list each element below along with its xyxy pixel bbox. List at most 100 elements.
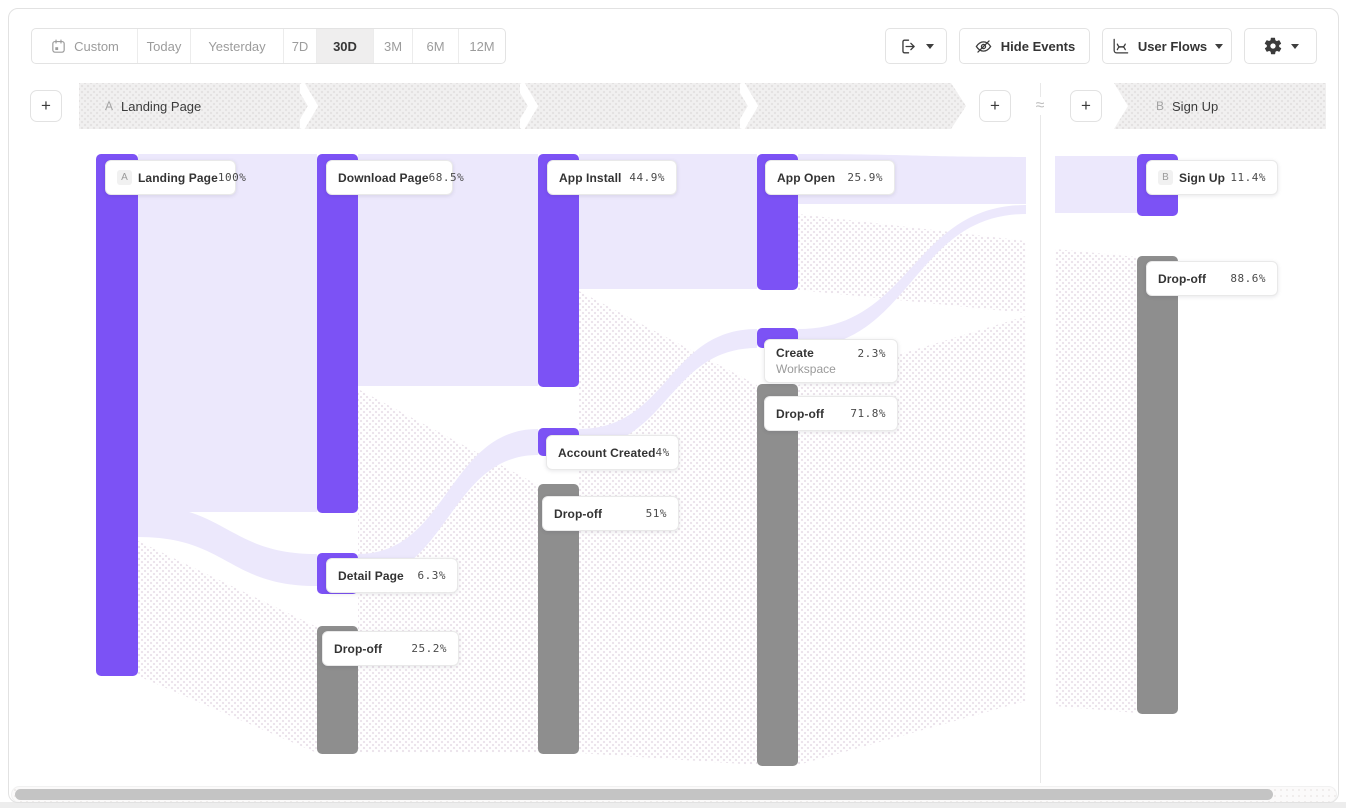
download-page-label[interactable]: Download Page 68.5% [326,160,464,195]
sign-up-label[interactable]: B Sign Up 11.4% [1146,160,1278,195]
flow-account-created-to-create-workspace[interactable] [579,329,757,448]
account-created-label[interactable]: Account Created 4% [546,435,679,470]
drop-off-3-label[interactable]: Drop-off 51% [542,496,679,531]
app-install-label[interactable]: App Install 44.9% [547,160,677,195]
band-chevron-icon [740,83,758,129]
add-step-button-left[interactable]: + [30,90,62,122]
drop-off-2-label[interactable]: Drop-off 25.2% [322,631,459,666]
drop-off-3-percent: 51% [645,507,667,520]
sign-up-name: Sign Up [1179,170,1226,185]
approx-symbol: ≈ [1027,97,1053,115]
dropoff-flow-drop-off-4-to-drop-off-5 [798,316,1026,765]
flow-detail-page-to-account-created[interactable] [358,429,538,580]
flow-download-page-to-app-install[interactable] [358,154,538,386]
account-created-name: Account Created [558,445,656,460]
time-range-label: 6M [426,38,445,54]
add-step-button-right[interactable]: + [1070,90,1102,122]
step-a-event-name: Landing Page [121,98,202,114]
sign-up-badge: B [1158,170,1173,185]
export-button[interactable] [885,28,947,64]
download-page-bar[interactable] [317,154,358,513]
app-open-label[interactable]: App Open 25.9% [765,160,895,195]
gear-icon [1264,37,1281,55]
hide-events-label: Hide Events [1000,38,1076,54]
app-install-name: App Install [559,170,622,185]
drop-off-5-name: Drop-off [1158,271,1207,286]
user-flows-label: User Flows [1137,38,1208,54]
eye-off-icon [975,39,992,53]
time-range-yesterday[interactable]: Yesterday [191,29,284,63]
app-open-name: App Open [777,170,836,185]
band-chevron-icon [520,83,538,129]
landing-page-percent: 100% [217,171,247,184]
download-page-name: Download Page [338,170,429,185]
user-flows-card: Custom Today Yesterday 7D 30D 3M 6M 12M Hide Ev… [8,8,1339,803]
drop-off-4-bar[interactable] [757,384,798,766]
flow-create-workspace-to-sign-up[interactable] [798,205,1026,348]
step-band-a-label: A Landing Page [105,83,201,129]
download-page-percent: 68.5% [428,171,465,184]
export-icon [901,38,915,54]
drop-off-4-label[interactable]: Drop-off 71.8% [764,396,898,431]
detail-page-name: Detail Page [338,568,404,583]
drop-off-5-bar[interactable] [1137,256,1178,714]
time-range-today[interactable]: Today [138,29,191,63]
drop-off-2-name: Drop-off [334,641,383,656]
step-a-badge: A [105,99,114,113]
time-range-label: 12M [469,38,495,54]
flow-landing-page-to-download-page[interactable] [138,154,317,512]
time-range-label: Today [146,38,182,54]
landing-page-badge: A [117,170,132,185]
landing-page-label[interactable]: A Landing Page 100% [105,160,246,195]
flow-app-open-to-sign-up[interactable] [1055,156,1137,213]
time-range-7d[interactable]: 7D [284,29,317,63]
step-b-event-name: Sign Up [1172,98,1219,114]
flow-landing-page-to-detail-page[interactable] [138,505,317,586]
detail-page-label[interactable]: Detail Page 6.3% [326,558,458,593]
create-workspace-name: Create [776,346,814,360]
time-range-label: Custom [74,38,119,54]
time-range-30d[interactable]: 30D [317,29,374,63]
drop-off-3-name: Drop-off [554,506,603,521]
time-range-label: 30D [333,38,357,54]
create-workspace-percent: 2.3% [857,346,886,360]
user-flows-icon [1113,38,1129,53]
time-range-label: 7D [291,38,309,54]
time-range-custom[interactable]: Custom [32,29,138,63]
landing-page-bar[interactable] [96,154,138,676]
band-chevron-icon [300,83,318,129]
step-band-b[interactable]: B Sign Up [1114,83,1326,129]
drop-off-2-percent: 25.2% [411,642,447,655]
drop-off-5-label[interactable]: Drop-off 88.6% [1146,261,1278,296]
time-range-group: Custom Today Yesterday 7D 30D 3M 6M 12M [31,28,506,64]
chevron-down-icon [1290,43,1299,49]
dropoff-flow-drop-off-4-to-drop-off-5 [1055,249,1137,713]
hide-events-button[interactable]: Hide Events [959,28,1090,64]
step-b-badge: B [1156,99,1165,113]
app-install-percent: 44.9% [629,171,665,184]
time-range-12m[interactable]: 12M [459,29,505,63]
horizontal-scrollbar-track[interactable] [11,786,1337,802]
section-divider [1040,83,1041,783]
horizontal-scrollbar-thumb[interactable] [15,789,1273,800]
page-bottom-edge [0,802,1346,808]
chevron-down-icon [1215,43,1224,49]
drop-off-4-name: Drop-off [776,406,825,421]
stage: Custom Today Yesterday 7D 30D 3M 6M 12M Hide Ev… [9,9,1338,802]
time-range-3m[interactable]: 3M [374,29,413,63]
add-step-button-mid[interactable]: + [979,90,1011,122]
time-range-label: Yesterday [208,38,266,54]
time-range-label: 3M [383,38,403,54]
user-flows-button[interactable]: User Flows [1102,28,1232,64]
chevron-down-icon [925,43,934,49]
sign-up-percent: 11.4% [1230,171,1266,184]
app-open-percent: 25.9% [847,171,883,184]
calendar-icon [52,39,65,53]
account-created-percent: 4% [655,446,670,459]
create-workspace-label[interactable]: Create 2.3% Workspace [764,339,898,383]
drop-off-5-percent: 88.6% [1230,272,1266,285]
detail-page-percent: 6.3% [417,569,446,582]
time-range-6m[interactable]: 6M [413,29,459,63]
settings-button[interactable] [1244,28,1317,64]
drop-off-4-percent: 71.8% [850,407,886,420]
